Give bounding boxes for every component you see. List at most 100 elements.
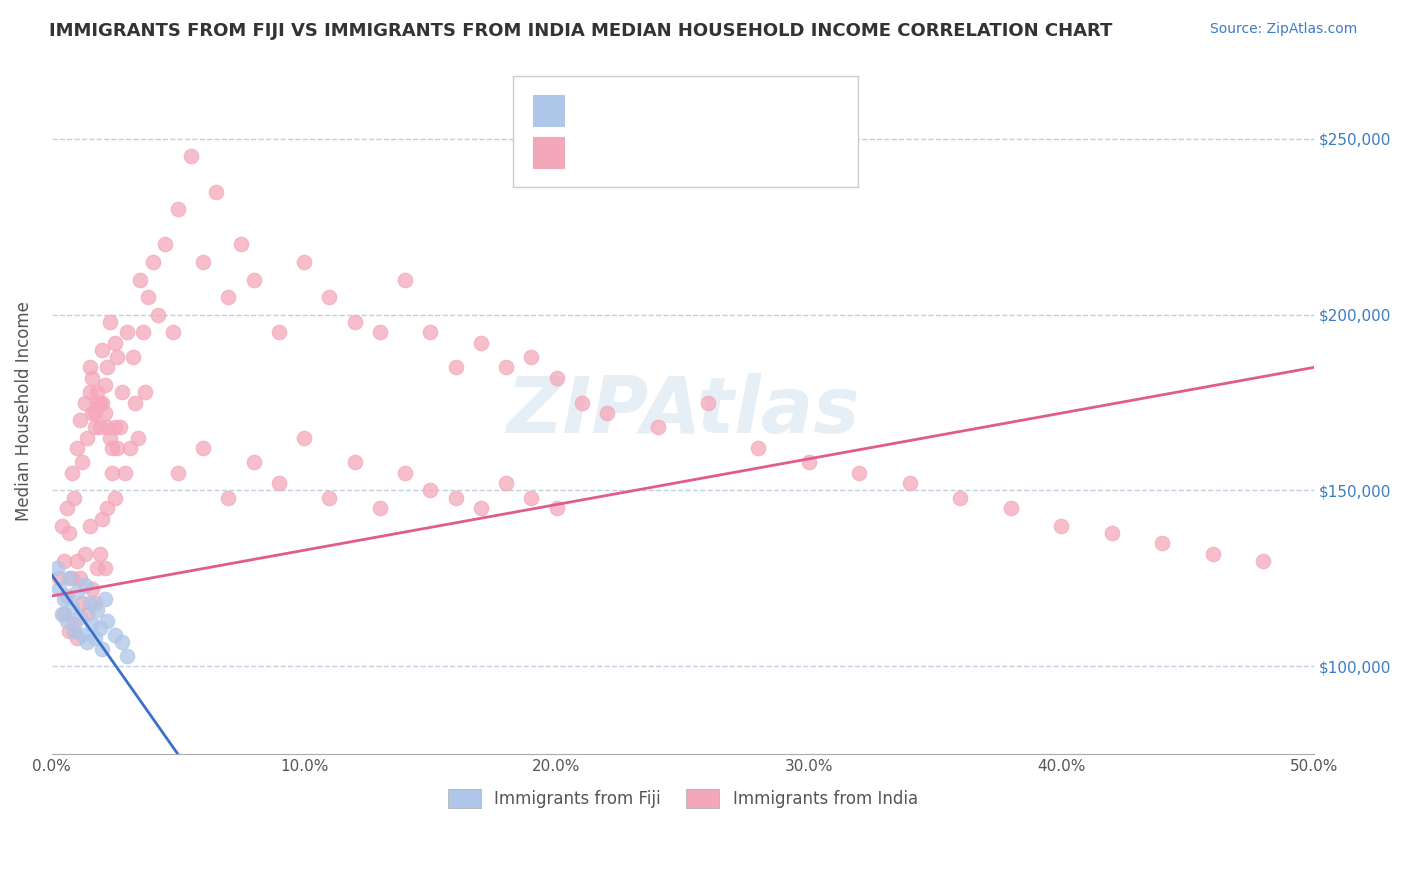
Point: [45, 561, 67, 575]
Point: [267, 476, 290, 491]
Point: [73, 547, 96, 561]
Point: [114, 466, 136, 480]
Point: [1202, 547, 1225, 561]
Point: [79, 518, 101, 533]
Point: [56, 501, 79, 516]
Point: [1000, 501, 1022, 516]
Point: [104, 627, 127, 641]
Point: [53, 554, 76, 568]
Text: N =: N =: [703, 102, 740, 120]
Point: [167, 202, 190, 217]
Point: [129, 272, 152, 286]
Point: [848, 466, 870, 480]
Point: [83, 420, 105, 434]
Point: [60, 599, 83, 614]
Point: [86, 395, 108, 409]
Text: R =: R =: [576, 144, 613, 161]
Point: [949, 491, 972, 505]
Point: [419, 483, 441, 498]
Point: [96, 501, 118, 516]
Point: [79, 596, 101, 610]
Point: [134, 384, 156, 399]
Point: [101, 442, 124, 456]
Point: [56, 614, 79, 628]
Point: [63, 491, 86, 505]
Point: [318, 491, 340, 505]
Point: [83, 596, 105, 610]
Legend: Immigrants from Fiji, Immigrants from India: Immigrants from Fiji, Immigrants from In…: [441, 782, 925, 814]
Point: [520, 350, 543, 364]
Point: [69, 571, 91, 585]
Point: [571, 395, 593, 409]
Point: [51, 518, 73, 533]
Point: [647, 420, 669, 434]
Point: [82, 617, 104, 632]
Point: [1101, 525, 1123, 540]
Y-axis label: Median Household Income: Median Household Income: [15, 301, 32, 521]
Point: [83, 406, 105, 420]
Point: [86, 561, 108, 575]
Point: [136, 290, 159, 304]
Point: [470, 501, 492, 516]
Point: [124, 395, 146, 409]
Point: [63, 624, 86, 639]
Point: [58, 525, 80, 540]
Point: [180, 149, 202, 163]
Point: [63, 617, 86, 632]
Point: [444, 360, 467, 375]
Point: [470, 335, 492, 350]
Point: [204, 185, 226, 199]
Point: [58, 571, 80, 585]
Point: [83, 631, 105, 645]
Point: [89, 395, 111, 409]
Point: [343, 315, 366, 329]
Point: [70, 455, 93, 469]
Point: [89, 547, 111, 561]
Text: N =: N =: [703, 144, 740, 161]
Point: [520, 491, 543, 505]
Point: [73, 395, 96, 409]
Point: [91, 641, 114, 656]
Point: [82, 406, 104, 420]
Point: [118, 442, 141, 456]
Point: [131, 325, 153, 339]
Point: [66, 442, 89, 456]
Point: [53, 592, 76, 607]
Point: [104, 491, 127, 505]
Point: [343, 455, 366, 469]
Point: [596, 406, 619, 420]
Point: [368, 501, 391, 516]
Point: [101, 466, 124, 480]
Point: [91, 343, 114, 357]
Point: [96, 614, 118, 628]
Point: [104, 335, 127, 350]
Point: [58, 624, 80, 639]
Point: [76, 607, 98, 621]
Point: [242, 455, 264, 469]
Point: [79, 360, 101, 375]
Point: [747, 442, 769, 456]
Point: [193, 442, 215, 456]
Text: IMMIGRANTS FROM FIJI VS IMMIGRANTS FROM INDIA MEDIAN HOUSEHOLD INCOME CORRELATIO: IMMIGRANTS FROM FIJI VS IMMIGRANTS FROM …: [49, 22, 1112, 40]
Point: [697, 395, 720, 409]
Point: [48, 582, 70, 596]
Text: 24: 24: [742, 102, 766, 120]
Point: [155, 237, 177, 252]
Point: [167, 466, 190, 480]
Point: [121, 350, 143, 364]
Point: [69, 610, 91, 624]
Point: [117, 325, 139, 339]
Point: [51, 607, 73, 621]
Text: R =: R =: [576, 102, 613, 120]
Point: [66, 631, 89, 645]
Point: [495, 476, 517, 491]
Point: [394, 272, 416, 286]
Point: [104, 420, 127, 434]
Point: [79, 384, 101, 399]
Point: [292, 431, 315, 445]
Point: [368, 325, 391, 339]
Point: [86, 384, 108, 399]
Point: [60, 466, 83, 480]
Point: [105, 350, 128, 364]
Point: [89, 621, 111, 635]
